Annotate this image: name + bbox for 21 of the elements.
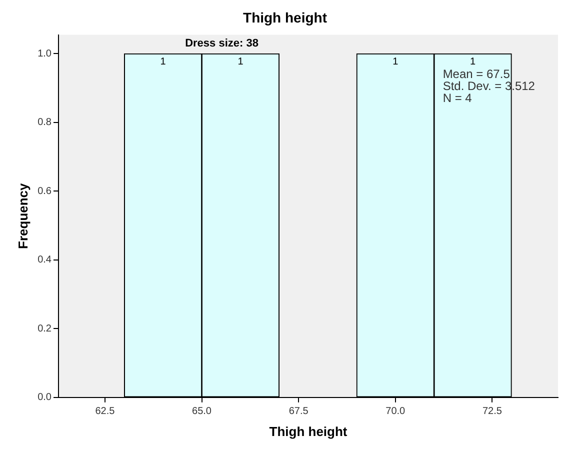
y-tick-label: 0.8 [38,117,52,128]
x-tick-label: 65.0 [192,406,212,418]
annotation: Mean = 67.5 [442,67,510,82]
x-tick-label: 62.5 [95,406,116,418]
x-tick-label: 72.5 [482,406,502,418]
chart-title: Thigh height [243,9,328,26]
data-label: 1 [238,56,244,68]
data-label: 1 [470,56,476,68]
x-axis-title: Thigh height [269,424,348,439]
y-tick-label: 0.0 [38,392,52,404]
annotation: N = 4 [442,91,472,106]
y-tick-label: 0.2 [38,323,52,334]
y-tick-label: 1.0 [38,48,52,60]
data-label: 1 [392,56,399,68]
chart-subtitle: Dress size: 38 [185,37,258,50]
x-tick-label: 67.5 [288,406,309,418]
y-tick-label: 0.6 [38,186,52,197]
y-axis-title: Frequency [15,182,30,249]
x-tick-label: 70.0 [386,406,406,418]
data-label: 1 [160,56,166,68]
y-tick-label: 0.4 [38,254,52,266]
